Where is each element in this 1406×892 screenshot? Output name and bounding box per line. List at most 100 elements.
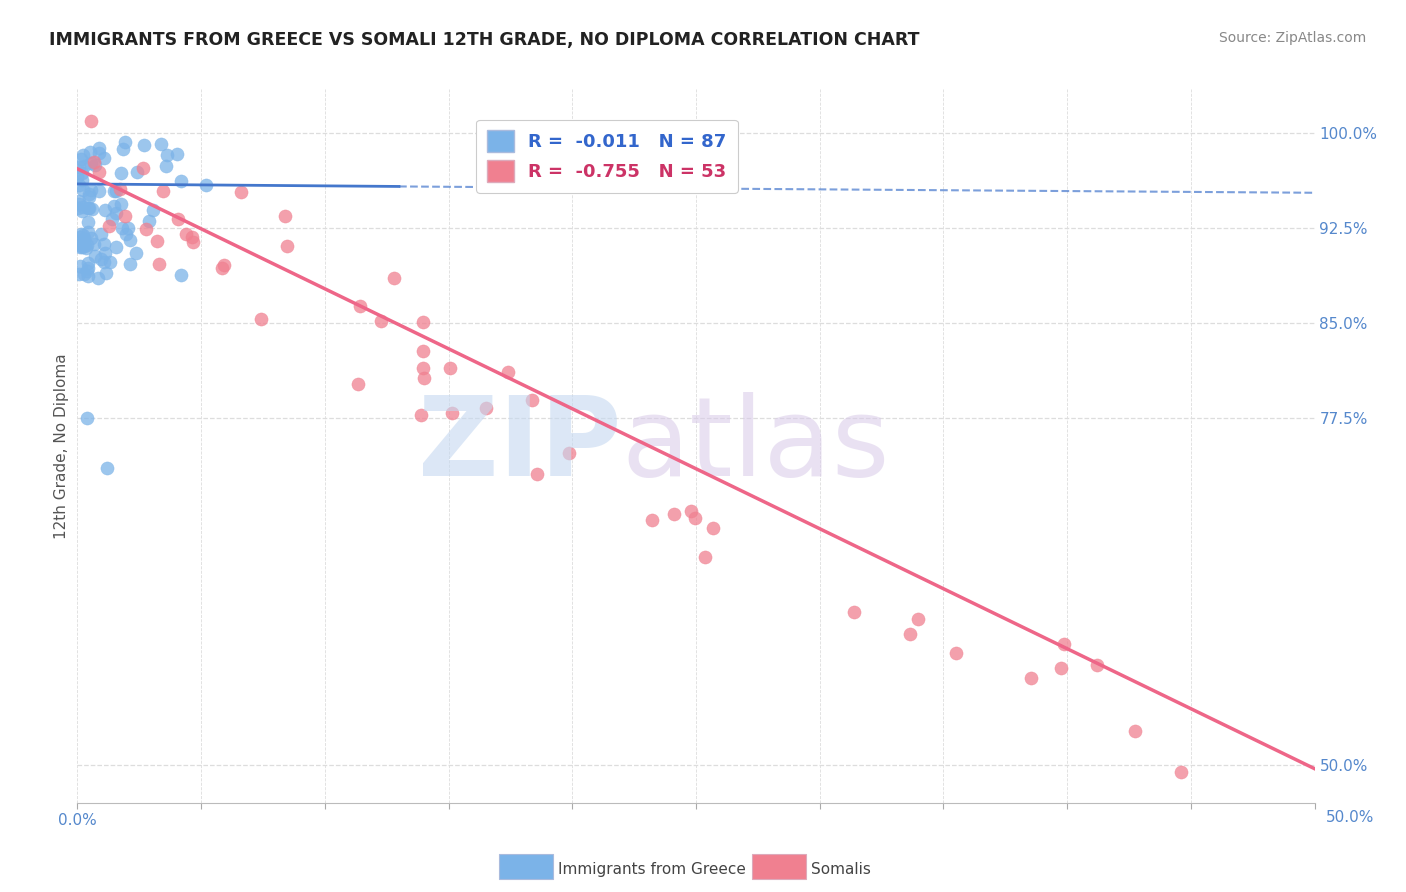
Point (77, 269, 100, 284)
Point (67, 178, 90, 192)
Point (1170, 764, 1192, 779)
Point (90, 227, 112, 241)
Point (907, 612, 929, 626)
Point (72, 166, 94, 180)
Point (166, 147, 188, 161)
Point (180, 229, 202, 244)
Point (702, 521, 724, 535)
Point (526, 467, 548, 482)
Y-axis label: 12th Grade, No Diploma: 12th Grade, No Diploma (53, 353, 69, 539)
Text: IMMIGRANTS FROM GREECE VS SOMALI 12TH GRADE, NO DIPLOMA CORRELATION CHART: IMMIGRANTS FROM GREECE VS SOMALI 12TH GR… (49, 31, 920, 49)
Point (100, 212, 122, 227)
Point (146, 234, 169, 248)
Point (558, 445, 581, 459)
Point (89, 145, 111, 160)
Point (67, 267, 90, 281)
Point (250, 311, 273, 326)
Point (111, 221, 134, 235)
Point (73, 267, 96, 281)
Point (90, 252, 112, 266)
Point (1123, 723, 1146, 738)
Point (114, 209, 136, 223)
Point (135, 222, 157, 236)
Point (174, 227, 197, 242)
Point (77, 256, 100, 270)
Point (1085, 658, 1108, 673)
Point (87, 164, 110, 178)
Point (195, 178, 218, 193)
Point (93, 255, 115, 269)
Point (152, 184, 174, 198)
Point (125, 245, 148, 260)
Point (409, 408, 432, 422)
Point (1019, 671, 1042, 685)
Point (87, 184, 110, 198)
Point (148, 257, 170, 271)
Point (138, 213, 160, 227)
Point (80, 231, 103, 245)
Point (114, 135, 136, 149)
Point (80, 202, 103, 216)
Point (440, 406, 463, 420)
Point (110, 166, 132, 180)
Point (149, 136, 172, 151)
Point (412, 371, 434, 385)
Point (276, 238, 298, 252)
Legend: R =  -0.011   N = 87, R =  -0.755   N = 53: R = -0.011 N = 87, R = -0.755 N = 53 (477, 120, 738, 193)
Point (86, 270, 108, 285)
Point (73, 232, 96, 246)
Point (67, 196, 90, 211)
Point (412, 343, 434, 358)
Point (439, 361, 461, 376)
Point (212, 258, 235, 272)
Point (98, 255, 121, 269)
Point (98, 219, 121, 234)
Point (84, 249, 107, 263)
Point (73, 160, 96, 174)
Point (96, 266, 118, 280)
Point (134, 137, 156, 152)
Point (108, 182, 131, 196)
Point (83, 158, 105, 172)
Point (170, 174, 193, 188)
Point (103, 184, 125, 198)
Point (945, 646, 967, 660)
Text: ZIP: ZIP (419, 392, 621, 500)
Point (72, 183, 94, 197)
Point (117, 220, 139, 235)
Point (120, 257, 142, 271)
Text: 50.0%: 50.0% (1326, 811, 1374, 825)
Point (496, 365, 519, 379)
Text: Somalis: Somalis (811, 863, 872, 877)
Point (520, 393, 543, 408)
Point (679, 504, 702, 518)
Point (93, 151, 115, 165)
Point (142, 202, 165, 217)
Point (181, 235, 204, 249)
Point (412, 361, 434, 376)
Point (67, 160, 90, 174)
Point (844, 605, 866, 619)
Point (77, 201, 100, 215)
Point (69, 238, 91, 252)
Point (66, 170, 89, 185)
Point (96, 461, 118, 475)
Point (898, 627, 921, 641)
Point (70, 240, 93, 254)
Point (83, 237, 105, 252)
Point (118, 233, 141, 247)
Point (170, 268, 193, 282)
Point (105, 240, 128, 254)
Point (1050, 660, 1073, 674)
Text: atlas: atlas (621, 392, 890, 500)
Point (229, 185, 252, 199)
Point (75, 241, 97, 255)
Point (80, 183, 103, 197)
Text: Source: ZipAtlas.com: Source: ZipAtlas.com (1219, 31, 1367, 45)
Point (475, 401, 498, 415)
Point (105, 206, 128, 220)
Point (683, 511, 706, 525)
Point (662, 507, 685, 521)
Point (93, 202, 115, 217)
Point (641, 513, 664, 527)
